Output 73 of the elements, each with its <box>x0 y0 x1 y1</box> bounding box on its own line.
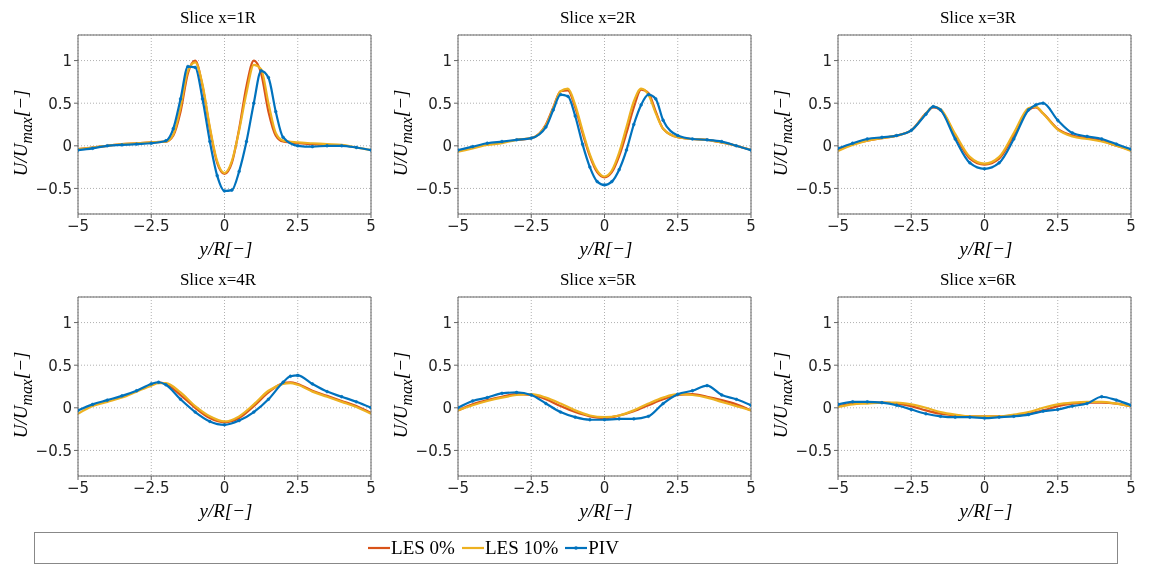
x-tick-label: −2.5 <box>893 216 930 235</box>
x-tick-label: −5 <box>446 478 470 497</box>
x-tick-label: 5 <box>746 216 756 235</box>
y-tick-label: 0.5 <box>428 356 452 375</box>
y-tick-label: 1 <box>442 51 452 70</box>
y-tick-label: 1 <box>822 51 832 70</box>
line-series <box>78 373 371 427</box>
x-tick-label: −5 <box>66 478 90 497</box>
y-tick-label: 0.5 <box>48 356 72 375</box>
x-tick-label: 5 <box>366 216 376 235</box>
x-axis-title: y/R[−] <box>197 238 254 260</box>
x-tick-label: −5 <box>826 478 850 497</box>
x-tick-label: −5 <box>826 216 850 235</box>
chart-title: Slice x=1R <box>178 8 258 29</box>
x-tick-label: 2.5 <box>1045 216 1070 235</box>
x-tick-label: 0 <box>599 216 610 235</box>
y-tick-label: 0.5 <box>428 94 452 113</box>
y-tick-label: −0.5 <box>795 179 832 198</box>
x-tick-label: 5 <box>1126 478 1136 497</box>
y-tick-label: −0.5 <box>415 441 452 460</box>
y-tick-label: 1 <box>442 313 452 332</box>
chart-title: Slice x=4R <box>178 270 258 291</box>
x-axis-title: y/R[−] <box>197 500 254 522</box>
y-tick-label: 0 <box>442 399 452 418</box>
y-tick-label: 0 <box>822 137 832 156</box>
x-tick-label: −5 <box>66 216 90 235</box>
x-axis-title: y/R[−] <box>577 238 634 260</box>
x-tick-label: −5 <box>446 216 470 235</box>
y-tick-label: −0.5 <box>35 441 72 460</box>
line-series <box>838 395 1131 420</box>
y-tick-label: 0 <box>442 137 452 156</box>
chart-title: Slice x=6R <box>938 270 1018 291</box>
x-tick-label: 5 <box>366 478 376 497</box>
y-tick-label: 0.5 <box>808 356 832 375</box>
x-tick-label: −2.5 <box>893 478 930 497</box>
x-tick-label: 2.5 <box>285 478 310 497</box>
x-tick-label: 0 <box>219 216 230 235</box>
x-tick-label: 0 <box>599 478 610 497</box>
x-axis-title: y/R[−] <box>577 500 634 522</box>
y-tick-label: 1 <box>822 313 832 332</box>
x-tick-label: 0 <box>219 478 230 497</box>
x-tick-label: −2.5 <box>513 478 550 497</box>
x-tick-label: 2.5 <box>1045 478 1070 497</box>
legend-label: LES 0% <box>390 537 455 559</box>
y-tick-label: 0.5 <box>808 94 832 113</box>
x-tick-label: 0 <box>979 216 990 235</box>
line-series <box>78 64 371 193</box>
x-tick-label: 2.5 <box>285 216 310 235</box>
x-tick-label: −2.5 <box>513 216 550 235</box>
y-tick-label: 1 <box>62 313 72 332</box>
x-tick-label: 0 <box>979 478 990 497</box>
x-axis-title: y/R[−] <box>957 238 1014 260</box>
x-tick-label: 2.5 <box>665 216 690 235</box>
y-tick-label: 0.5 <box>48 94 72 113</box>
x-tick-label: −2.5 <box>133 216 170 235</box>
chart-title: Slice x=5R <box>558 270 638 291</box>
x-axis-title: y/R[−] <box>957 500 1014 522</box>
y-tick-label: 0 <box>822 399 832 418</box>
y-tick-label: 1 <box>62 51 72 70</box>
y-tick-label: 0 <box>62 137 72 156</box>
y-tick-label: −0.5 <box>795 441 832 460</box>
y-tick-label: −0.5 <box>415 179 452 198</box>
legend-label: PIV <box>587 537 619 559</box>
x-tick-label: 5 <box>746 478 756 497</box>
legend-label: LES 10% <box>483 537 559 559</box>
y-tick-label: 0 <box>62 399 72 418</box>
chart-title: Slice x=3R <box>938 8 1018 29</box>
x-tick-label: −2.5 <box>133 478 170 497</box>
line-series <box>458 384 751 422</box>
chart-title: Slice x=2R <box>558 8 638 29</box>
x-tick-label: 5 <box>1126 216 1136 235</box>
x-tick-label: 2.5 <box>665 478 690 497</box>
y-tick-label: −0.5 <box>35 179 72 198</box>
